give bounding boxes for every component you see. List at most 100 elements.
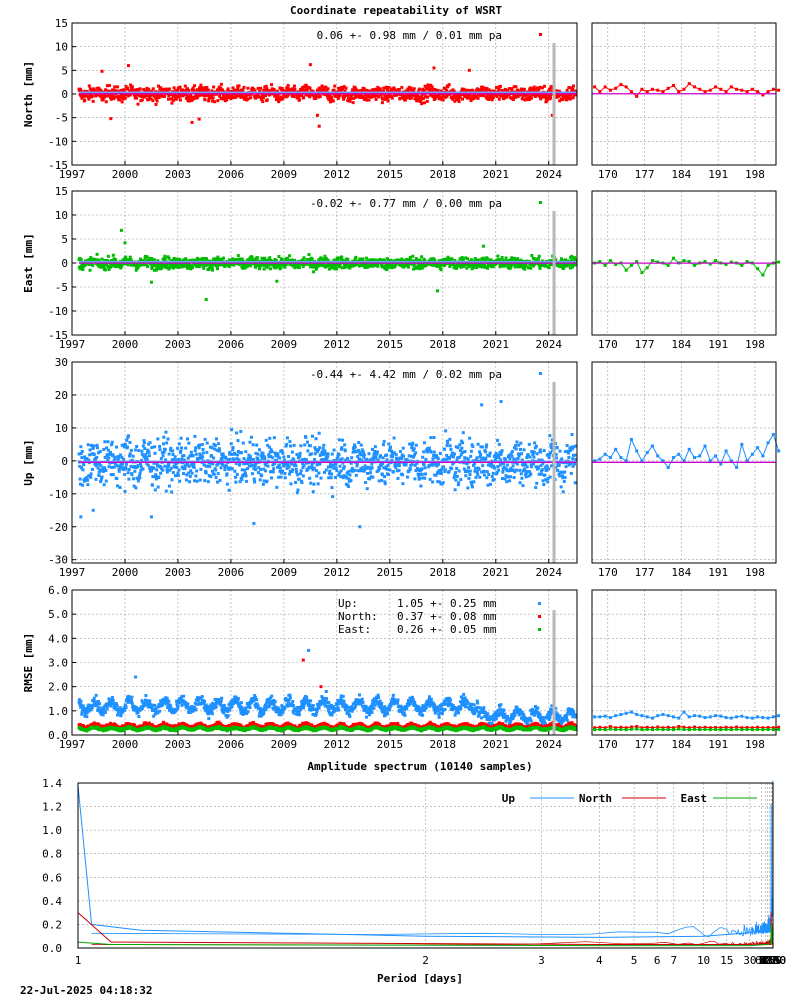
- north-point: [196, 95, 200, 99]
- up-point: [134, 448, 138, 452]
- up-point: [314, 469, 318, 473]
- up-point: [105, 446, 109, 450]
- up-point: [323, 458, 327, 462]
- up-point: [309, 481, 313, 485]
- east-point: [274, 266, 278, 270]
- north-point: [324, 85, 328, 89]
- up-point: [533, 446, 537, 450]
- north-recent-point: [693, 85, 697, 89]
- rmse-point: [165, 698, 169, 702]
- up-point: [485, 443, 489, 447]
- north-point: [206, 88, 210, 92]
- up-recent-point: [735, 465, 739, 469]
- north-point: [442, 94, 446, 98]
- rmse-point: [146, 705, 150, 709]
- north-point: [301, 88, 305, 92]
- up-point: [357, 457, 361, 461]
- up-point: [358, 452, 362, 456]
- north-point: [495, 94, 499, 98]
- up-point: [147, 450, 151, 454]
- east-point: [112, 263, 116, 267]
- up-point: [187, 464, 191, 468]
- up-point: [273, 451, 277, 455]
- up-point: [513, 470, 517, 474]
- east-point: [407, 265, 411, 269]
- up-xtick-label: 2012: [324, 566, 351, 579]
- rmse-xtick-label: 1997: [59, 738, 86, 751]
- up-point: [240, 478, 244, 482]
- up-point: [539, 450, 543, 454]
- east-point: [172, 256, 176, 260]
- up-point: [386, 468, 390, 472]
- north-point: [539, 97, 543, 101]
- up-point: [463, 450, 467, 454]
- north-point: [286, 94, 290, 98]
- rmse-point: [167, 699, 171, 703]
- up-point: [355, 462, 359, 466]
- east-point: [139, 257, 143, 261]
- up-point: [237, 463, 241, 467]
- up-point: [532, 450, 536, 454]
- up-point: [383, 475, 387, 479]
- east-recent-frame: [591, 190, 777, 336]
- up-point: [134, 486, 138, 490]
- east-point: [385, 268, 389, 272]
- east-xtick-label: 2018: [430, 338, 457, 351]
- east-point: [559, 257, 563, 261]
- north-point: [390, 95, 394, 99]
- up-point: [530, 450, 534, 454]
- up-point: [346, 483, 350, 487]
- up-point: [407, 454, 411, 458]
- up-point: [526, 453, 530, 457]
- east-point: [523, 267, 527, 271]
- up-point: [434, 473, 438, 477]
- east-point: [254, 265, 258, 269]
- up-point: [571, 464, 575, 468]
- up-point: [110, 443, 114, 447]
- up-point: [420, 472, 424, 476]
- north-point: [237, 89, 241, 93]
- up-point: [418, 472, 422, 476]
- north-recent-point: [761, 93, 765, 97]
- east-point: [326, 258, 330, 262]
- up-point: [256, 457, 260, 461]
- north-point: [237, 84, 241, 88]
- north-point: [568, 97, 572, 101]
- up-point: [401, 482, 405, 486]
- up-point: [349, 479, 353, 483]
- north-point: [318, 86, 322, 90]
- up-point: [348, 469, 352, 473]
- north-point: [384, 85, 388, 89]
- up-point: [414, 451, 418, 455]
- up-point: [467, 476, 471, 480]
- up-xtick-label: 2000: [112, 566, 139, 579]
- north-point: [367, 95, 371, 99]
- up-recent-point: [750, 452, 754, 456]
- north-point: [419, 96, 423, 100]
- north-point: [564, 95, 568, 99]
- up-point: [257, 466, 261, 470]
- north-point: [261, 100, 265, 104]
- east-point: [201, 264, 205, 268]
- up-point: [85, 476, 89, 480]
- up-point: [80, 456, 84, 460]
- up-point: [94, 464, 98, 468]
- up-point: [473, 469, 477, 473]
- north-point: [479, 93, 483, 97]
- east-xtick-label: 2003: [165, 338, 192, 351]
- east-point: [288, 263, 292, 267]
- up-point: [277, 475, 281, 479]
- east-point: [417, 267, 421, 271]
- north-point: [102, 96, 106, 100]
- north-recent-xtick-label: 191: [708, 168, 728, 181]
- rmse-point: [161, 700, 165, 704]
- east-point: [215, 259, 219, 263]
- east-point: [255, 256, 259, 260]
- up-point: [437, 469, 441, 473]
- east-point: [107, 267, 111, 271]
- up-point: [220, 463, 224, 467]
- north-point: [218, 88, 222, 92]
- up-point: [356, 455, 360, 459]
- north-outlier-point: [432, 66, 436, 70]
- north-point: [360, 95, 364, 99]
